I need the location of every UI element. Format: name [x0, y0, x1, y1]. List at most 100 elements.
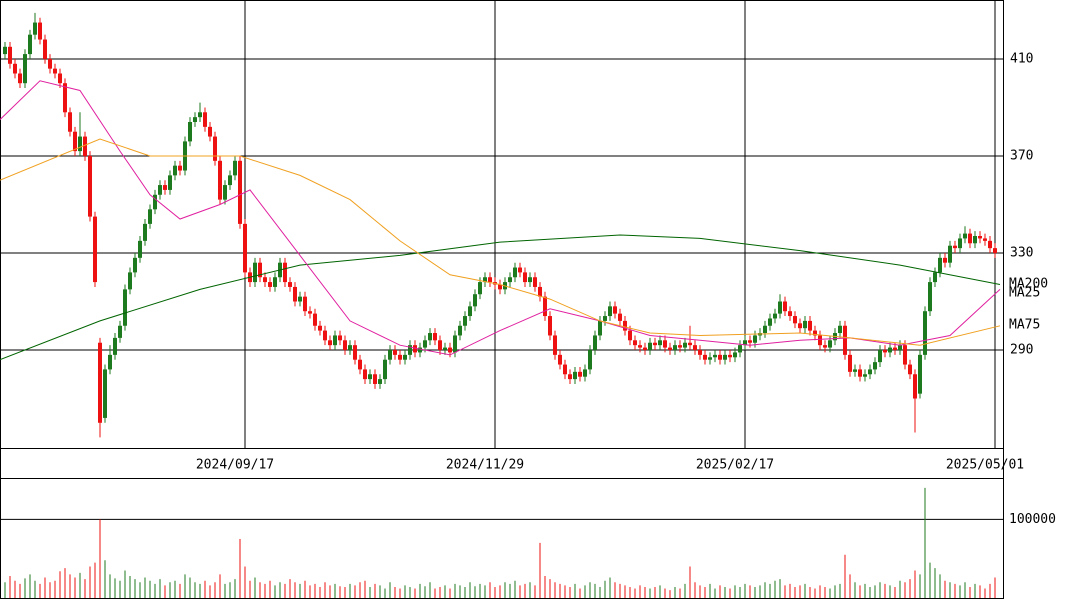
candle-body [38, 22, 42, 40]
candle-body [558, 354, 562, 365]
candle-body [878, 350, 882, 363]
candle-body [953, 245, 957, 249]
candle-body [468, 306, 472, 317]
candle-body [458, 325, 462, 336]
x-tick-label: 2025/02/17 [696, 458, 774, 473]
candle-body [593, 335, 597, 351]
candle-body [868, 369, 872, 375]
candle-body [713, 354, 717, 358]
candle-body [513, 267, 517, 278]
candle-body [13, 63, 17, 74]
candle-body [193, 117, 197, 123]
candle-body [913, 374, 917, 399]
candle-body [838, 325, 842, 334]
candle-body [218, 160, 222, 200]
candle-body [388, 350, 392, 360]
candle-body [438, 340, 442, 351]
candle-body [923, 311, 927, 355]
candle-body [973, 236, 977, 244]
candle-body [603, 316, 607, 321]
candle-body [393, 350, 397, 355]
x-tick-label: 2024/09/17 [196, 458, 274, 473]
candle-body [703, 354, 707, 360]
candle-body [618, 313, 622, 321]
candle-body [103, 369, 107, 418]
candle-body [708, 357, 712, 360]
candle-body [828, 340, 832, 348]
candle-body [383, 359, 387, 380]
candle-body [93, 216, 97, 283]
candle-body [318, 325, 322, 331]
candle-body [498, 284, 502, 290]
candle-body [578, 371, 582, 377]
y-tick-label: 100000 [1009, 512, 1056, 527]
candle-body [378, 379, 382, 384]
candle-body [903, 345, 907, 365]
moving-average-line [0, 138, 1001, 346]
candle-body [308, 311, 312, 314]
candle-body [63, 83, 67, 113]
candle-body [918, 354, 922, 394]
candle-body [203, 112, 207, 127]
y-tick-label: 370 [1010, 148, 1033, 163]
candle-body [598, 320, 602, 336]
price-frame [0, 0, 1004, 449]
candle-body [53, 68, 57, 74]
candle-body [48, 58, 52, 69]
candle-body [8, 46, 12, 64]
candle-body [358, 359, 362, 370]
candle-body [343, 340, 347, 351]
candle-body [883, 350, 887, 353]
candle-body [238, 160, 242, 224]
candle-body [808, 320, 812, 331]
candle-body [163, 185, 167, 190]
candle-body [988, 240, 992, 249]
series-label: MA25 [1009, 286, 1040, 301]
volume-frame [0, 478, 1004, 599]
candle-body [43, 39, 47, 59]
candle-body [888, 347, 892, 353]
candle-body [698, 350, 702, 355]
candle-body [138, 240, 142, 258]
candle-body [263, 277, 267, 283]
candle-body [448, 347, 452, 353]
candle-body [108, 354, 112, 370]
candle-body [588, 350, 592, 370]
candle-body [338, 335, 342, 341]
candle-body [188, 122, 192, 142]
candle-body [978, 236, 982, 239]
candle-body [403, 354, 407, 360]
candle-body [3, 46, 7, 55]
candle-body [58, 73, 62, 84]
candle-body [768, 318, 772, 326]
candle-body [18, 73, 22, 84]
candle-body [398, 354, 402, 360]
candle-body [313, 313, 317, 326]
candle-body [478, 282, 482, 295]
candle-body [98, 342, 102, 423]
candle-body [463, 316, 467, 326]
candle-body [168, 175, 172, 190]
candle-body [683, 342, 687, 348]
candle-body [993, 248, 997, 253]
candle-body [33, 22, 37, 35]
candle-body [508, 277, 512, 283]
candle-body [843, 325, 847, 355]
candle-body [648, 342, 652, 351]
candle-body [143, 223, 147, 241]
candle-body [23, 54, 27, 84]
y-tick-label: 290 [1010, 343, 1033, 358]
candle-body [153, 194, 157, 210]
candle-body [863, 374, 867, 377]
candle-body [963, 233, 967, 239]
candle-body [198, 112, 202, 118]
candle-body [968, 233, 972, 244]
candle-body [938, 257, 942, 273]
candle-body [943, 257, 947, 263]
candle-body [788, 311, 792, 317]
candle-body [663, 340, 667, 348]
candle-body [88, 155, 92, 217]
candle-body [563, 364, 567, 375]
candle-body [898, 345, 902, 351]
candle-body [418, 347, 422, 353]
